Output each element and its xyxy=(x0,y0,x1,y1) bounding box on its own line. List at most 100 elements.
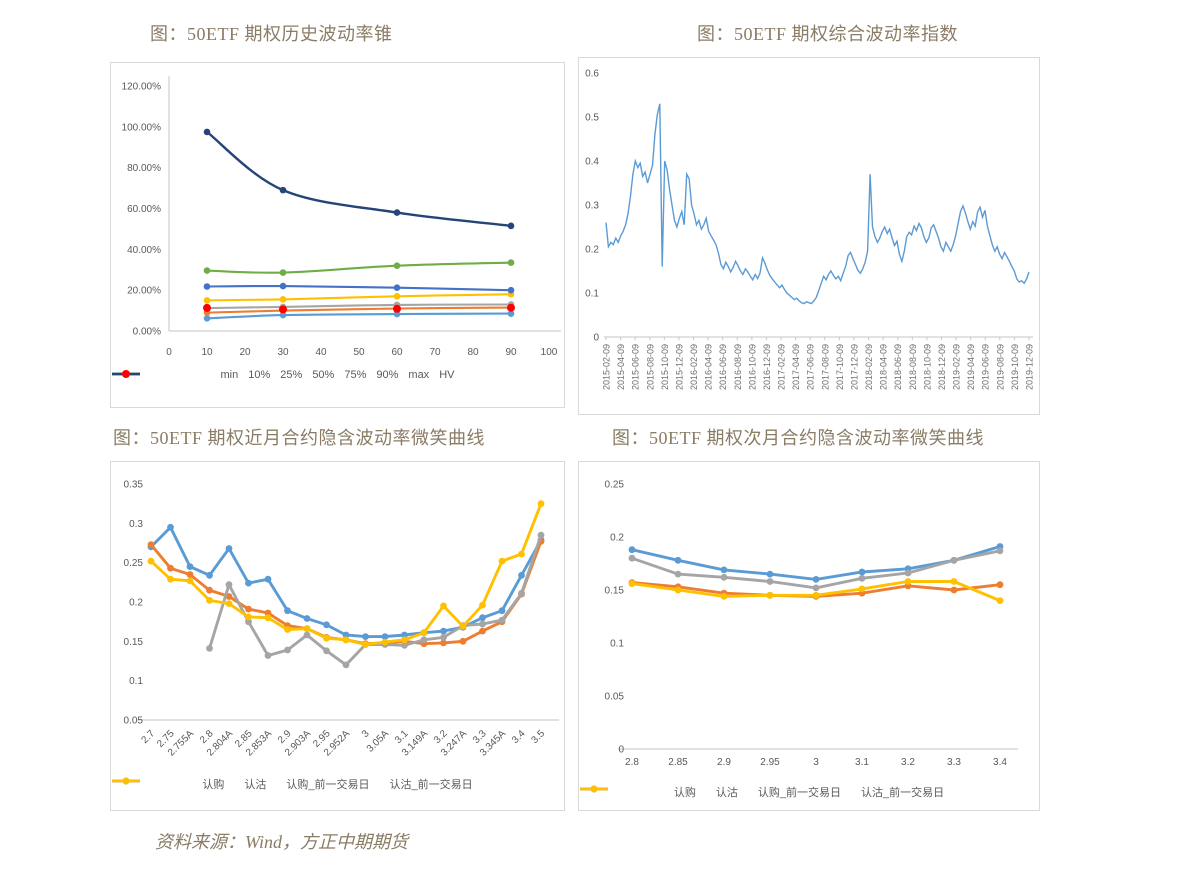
axis-tick-label: 3 xyxy=(360,728,372,740)
axis-tick-label: 0.4 xyxy=(585,157,599,168)
axis-tick-label: 10 xyxy=(201,347,213,358)
axis-tick-label: 2.9 xyxy=(717,757,731,768)
axis-tick-label: 2016-02-09 xyxy=(689,344,699,390)
axis-tick-label: 2015-10-09 xyxy=(660,344,670,390)
legend-item-认沽_前一交易日: 认沽_前一交易日 xyxy=(112,776,473,792)
axis-tick-label: 3.4 xyxy=(510,728,528,746)
legend-item-90%: 90% xyxy=(112,369,398,381)
axis-tick-label: 2015-06-09 xyxy=(631,344,641,390)
axis-tick-label: 0.25 xyxy=(605,480,625,491)
axis-tick-label: 2.95 xyxy=(760,757,780,768)
axis-tick-label: 2.85 xyxy=(668,757,688,768)
axis-tick-label: 2018-12-09 xyxy=(937,344,947,390)
series-认沽 xyxy=(147,538,545,648)
axis-tick-label: 100.00% xyxy=(122,122,162,133)
axis-tick-label: 50 xyxy=(353,347,365,358)
axis-tick-label: 2019-08-09 xyxy=(995,344,1005,390)
series-75% xyxy=(203,282,515,294)
axis-tick-label: 0.5 xyxy=(585,113,599,124)
axis-tick-label: 0.2 xyxy=(585,245,599,256)
axis-tick-label: 80 xyxy=(467,347,479,358)
legend-item-认购: 认购 xyxy=(580,784,696,800)
axis-tick-label: 0.1 xyxy=(585,289,599,300)
axis-tick-label: 0.05 xyxy=(124,716,144,727)
axis-tick-label: 2016-04-09 xyxy=(704,344,714,390)
legend-swatch xyxy=(580,785,608,793)
axis-tick-label: 30 xyxy=(277,347,289,358)
legend-historical-volatility-cone: min 10% 25% 50% 75% 90% max HV xyxy=(111,369,564,381)
axis-tick-label: 0.00% xyxy=(133,327,161,338)
legend-label: 认购 xyxy=(673,787,696,799)
legend-item-75%: 75% xyxy=(112,369,367,381)
legend-label: min xyxy=(220,369,239,381)
legend-label: 认沽_前一交易日 xyxy=(861,787,945,799)
axis-tick-label: 2018-06-09 xyxy=(893,344,903,390)
axis-tick-label: 2017-08-09 xyxy=(820,344,830,390)
axis-tick-label: 40 xyxy=(315,347,327,358)
axis-tick-label: 2015-08-09 xyxy=(645,344,655,390)
axis-tick-label: 60 xyxy=(391,347,403,358)
axis-tick-label: 2016-08-09 xyxy=(733,344,743,390)
axis-tick-label: 0.15 xyxy=(605,586,625,597)
axis-tick-label: 100 xyxy=(541,347,558,358)
legend-item-max: max xyxy=(112,369,429,381)
axis-tick-label: 2017-12-09 xyxy=(849,344,859,390)
axis-tick-label: 2018-02-09 xyxy=(864,344,874,390)
axis-tick-label: 80.00% xyxy=(127,163,161,174)
axis-tick-label: 0.35 xyxy=(124,480,144,491)
legend-item-认沽: 认沽 xyxy=(580,784,738,800)
axis-tick-label: 2019-06-09 xyxy=(981,344,991,390)
axis-tick-label: 0.1 xyxy=(610,639,624,650)
legend-label: 50% xyxy=(312,369,335,381)
chart-title-historical-volatility-cone: 图：50ETF 期权历史波动率锥 xyxy=(150,24,393,44)
axis-tick-label: 0.2 xyxy=(129,598,143,609)
axis-tick-label: 0.6 xyxy=(585,69,599,80)
legend-item-认购_前一交易日: 认购_前一交易日 xyxy=(112,776,370,792)
axis-tick-label: 3.5 xyxy=(530,728,548,746)
axis-tick-label: 2017-04-09 xyxy=(791,344,801,390)
legend-label: 认沽_前一交易日 xyxy=(389,779,473,791)
legend-label: 10% xyxy=(248,369,271,381)
axis-tick-label: 0.25 xyxy=(124,558,144,569)
axis-tick-label: 2015-04-09 xyxy=(616,344,626,390)
axis-tick-label: 3 xyxy=(813,757,819,768)
legend-label: 25% xyxy=(280,369,303,381)
axis-tick-label: 0 xyxy=(618,745,624,756)
axis-tick-label: 2.8 xyxy=(625,757,639,768)
legend-item-认购: 认购 xyxy=(112,776,224,792)
legend-item-认沽: 认沽 xyxy=(112,776,267,792)
legend-label: HV xyxy=(439,369,455,381)
chart-title-near-month-iv-smile: 图：50ETF 期权近月合约隐含波动率微笑曲线 xyxy=(113,428,485,448)
axis-tick-label: 0.1 xyxy=(129,676,143,687)
legend-label: 认购_前一交易日 xyxy=(286,779,370,791)
axis-tick-label: 2015-02-09 xyxy=(602,344,612,390)
legend-item-10%: 10% xyxy=(112,369,271,381)
legend-label: 认沽 xyxy=(244,779,267,791)
axis-tick-label: 3.2 xyxy=(901,757,915,768)
series-认购_前一交易日 xyxy=(628,547,1004,592)
legend-label: 75% xyxy=(344,369,367,381)
axis-tick-label: 90 xyxy=(505,347,517,358)
legend-next-month-iv-smile: 认购 认沽 认购_前一交易日 认沽_前一交易日 xyxy=(579,784,1039,800)
axis-tick-label: 3.05A xyxy=(365,728,391,754)
axis-tick-label: 2017-06-09 xyxy=(806,344,816,390)
series-50% xyxy=(203,290,515,304)
axis-tick-label: 2019-12-09 xyxy=(1025,344,1035,390)
axis-tick-label: 3.3 xyxy=(947,757,961,768)
axis-tick-label: 0 xyxy=(593,333,599,344)
legend-item-HV: HV xyxy=(122,369,455,381)
legend-item-50%: 50% xyxy=(112,369,335,381)
axis-tick-label: 2015-12-09 xyxy=(674,344,684,390)
legend-item-25%: 25% xyxy=(112,369,303,381)
legend-swatch xyxy=(112,777,140,785)
axis-tick-label: 2016-12-09 xyxy=(762,344,772,390)
axis-tick-label: 2018-08-09 xyxy=(908,344,918,390)
chart-title-composite-volatility-index: 图：50ETF 期权综合波动率指数 xyxy=(697,24,958,44)
axis-tick-label: 3.4 xyxy=(993,757,1007,768)
axis-tick-label: 2016-10-09 xyxy=(747,344,757,390)
composite-volatility-index-chart: 0 0.1 0.2 0.3 0.4 0.5 0.6 2015-02-09 2015-04-09 2… xyxy=(585,69,1035,391)
axis-tick-label: 0.05 xyxy=(605,692,625,703)
legend-label: 认沽 xyxy=(715,787,738,799)
series-max xyxy=(203,128,515,230)
axis-tick-label: 2019-04-09 xyxy=(966,344,976,390)
